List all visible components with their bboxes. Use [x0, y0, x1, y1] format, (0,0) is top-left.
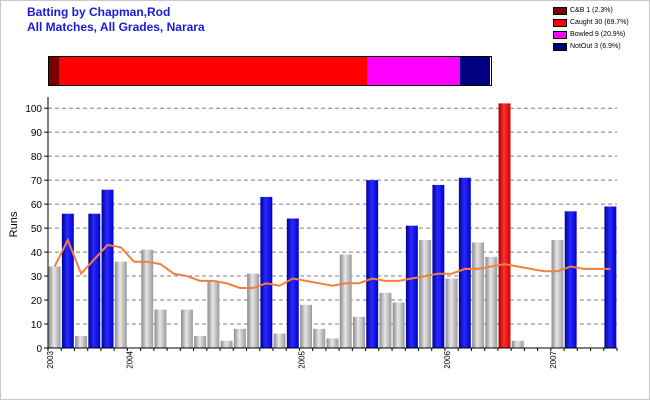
legend-swatch-notout	[553, 42, 567, 51]
bar-innings	[472, 242, 485, 348]
bar-innings	[154, 309, 167, 348]
bar-innings	[101, 189, 114, 348]
bar-innings	[326, 338, 339, 348]
bar-innings	[392, 302, 405, 348]
bar-innings	[313, 328, 326, 348]
legend-item-caught: Caught 30 (69.7%)	[553, 17, 629, 28]
bar-innings	[511, 340, 524, 348]
bar-innings	[194, 336, 207, 348]
bar-innings	[564, 211, 577, 348]
legend-item-notout: NotOut 3 (6.9%)	[553, 41, 629, 52]
dismissal-segment-caught	[59, 57, 368, 85]
y-tick-label: 100	[25, 104, 42, 115]
bar-innings	[114, 261, 127, 348]
bar-innings	[419, 240, 432, 348]
bar-innings	[75, 336, 88, 348]
dismissal-segment-bowled	[367, 57, 460, 85]
chart-subtitle: All Matches, All Grades, Narara	[27, 20, 205, 34]
y-tick-label: 80	[31, 152, 43, 163]
bar-innings	[207, 280, 220, 348]
bar-innings	[61, 213, 74, 348]
dismissal-segment-notout	[459, 57, 491, 85]
bar-innings	[366, 180, 379, 348]
legend-swatch-caught	[553, 18, 567, 27]
legend-item-cb: C&B 1 (2.3%)	[553, 5, 629, 16]
x-tick-label: 2005	[297, 350, 306, 368]
legend-swatch-cb	[553, 6, 567, 15]
y-axis-label: Runs	[8, 211, 20, 237]
x-tick-label: 2006	[443, 350, 452, 368]
bar-innings	[260, 196, 273, 348]
bar-innings	[498, 103, 511, 348]
bar-innings	[458, 177, 471, 348]
legend-swatch-bowled	[553, 30, 567, 39]
bar-innings	[379, 292, 392, 348]
bar-innings	[604, 206, 617, 348]
bar-innings	[551, 240, 564, 348]
bar-innings	[300, 304, 312, 348]
y-tick-label: 70	[31, 176, 43, 187]
y-tick-label: 50	[31, 224, 43, 235]
bar-innings	[445, 278, 458, 348]
bar-innings	[432, 184, 445, 348]
y-tick-label: 0	[36, 344, 42, 355]
y-tick-label: 30	[31, 272, 43, 283]
x-tick-label: 2007	[549, 350, 558, 368]
bar-innings	[353, 316, 365, 348]
legend-label-cb: C&B 1 (2.3%)	[570, 7, 613, 14]
y-tick-label: 90	[31, 128, 43, 139]
legend: C&B 1 (2.3%) Caught 30 (69.7%) Bowled 9 …	[553, 5, 629, 53]
bar-innings	[233, 328, 246, 348]
x-tick-label: 2003	[46, 350, 55, 368]
legend-label-bowled: Bowled 9 (20.9%)	[570, 31, 626, 38]
bar-innings	[485, 256, 498, 348]
bar-innings	[88, 213, 101, 348]
y-tick-label: 10	[31, 320, 43, 331]
dismissal-segment-cb	[49, 57, 60, 85]
bar-innings	[405, 225, 418, 348]
bar-innings	[48, 266, 61, 348]
x-tick-label: 2004	[125, 350, 134, 368]
bar-innings	[286, 218, 299, 348]
legend-label-caught: Caught 30 (69.7%)	[570, 19, 629, 26]
bar-innings	[339, 254, 352, 348]
chart-title: Batting by Chapman,Rod	[27, 5, 171, 19]
dismissal-breakdown-bar	[48, 56, 492, 86]
y-tick-label: 20	[31, 296, 43, 307]
y-tick-label: 60	[31, 200, 43, 211]
y-tick-label: 40	[31, 248, 43, 259]
bar-innings	[247, 273, 260, 348]
legend-item-bowled: Bowled 9 (20.9%)	[553, 29, 629, 40]
bar-innings	[180, 309, 193, 348]
average-line	[53, 237, 611, 289]
bar-innings	[273, 333, 286, 348]
legend-label-notout: NotOut 3 (6.9%)	[570, 43, 621, 50]
bar-innings	[141, 249, 154, 348]
bar-innings	[220, 340, 233, 348]
